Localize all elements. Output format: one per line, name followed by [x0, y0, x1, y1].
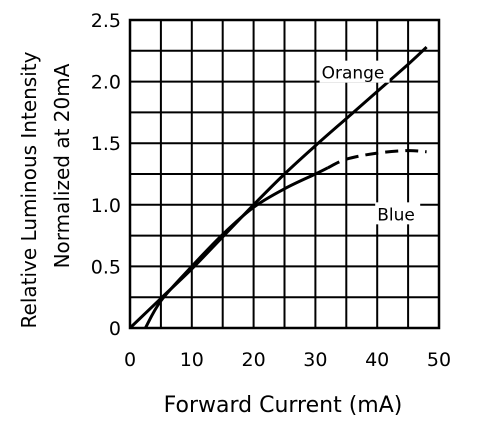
series-labels: Orange Blue	[319, 60, 421, 225]
x-tick-label: 50	[427, 349, 451, 371]
blue-series-line-dashed	[327, 149, 427, 170]
x-axis-label: Forward Current (mA)	[164, 393, 403, 418]
x-tick-label: 20	[242, 349, 266, 371]
y-tick-label: 2.5	[91, 10, 121, 32]
x-tick-label: 30	[303, 349, 327, 371]
x-tick-label: 40	[365, 349, 389, 371]
x-tick-label: 0	[124, 349, 136, 371]
y-tick-label: 0.5	[91, 256, 121, 278]
x-tick-label: 10	[180, 349, 204, 371]
y-axis-label-line1: Relative Luminous Intensity	[17, 51, 41, 328]
curves	[128, 46, 428, 330]
y-axis-label-line2: Normalized at 20mA	[50, 63, 74, 268]
orange-series-label: Orange	[322, 64, 385, 84]
y-tick-label: 2.0	[91, 72, 121, 94]
blue-series-line	[144, 166, 329, 329]
blue-label-backdrop	[375, 202, 421, 225]
y-tick-label: 1.5	[91, 133, 121, 155]
blue-series-label: Blue	[377, 205, 415, 225]
tick-labels: 0 10 20 30 40 50 0 0.5 1.0 1.5 2.0 2.5	[91, 10, 451, 371]
plot-frame	[128, 18, 441, 330]
y-tick-label: 0	[109, 318, 121, 340]
y-tick-label: 1.0	[91, 195, 121, 217]
orange-label-backdrop	[319, 60, 390, 83]
